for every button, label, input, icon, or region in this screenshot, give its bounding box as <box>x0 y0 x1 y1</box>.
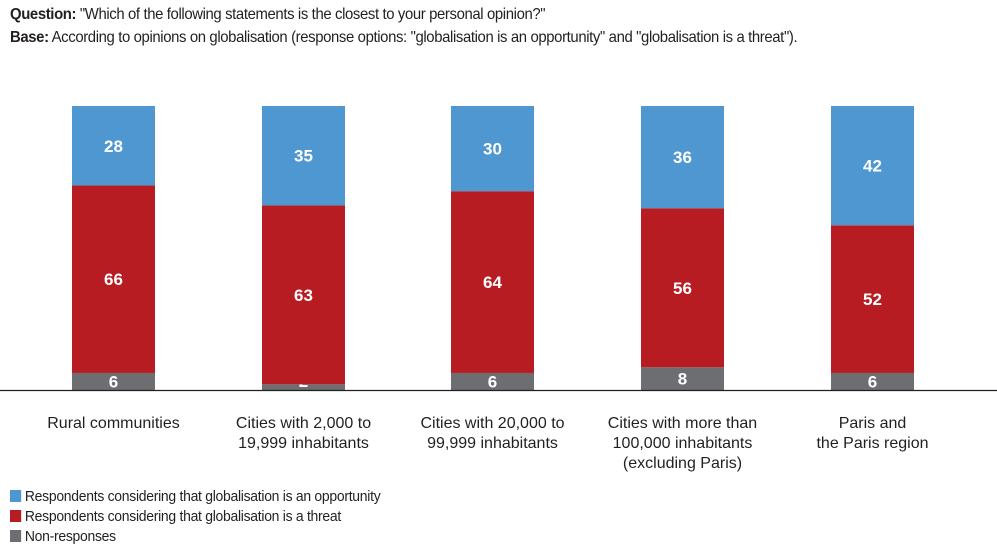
data-label-threat: 66 <box>104 270 123 289</box>
legend-swatch <box>10 490 22 502</box>
base-text: According to opinions on globalisation (… <box>51 29 798 46</box>
legend-swatch <box>10 510 22 522</box>
bar-segment-opportunity <box>72 106 155 186</box>
category-label: 100,000 inhabitants <box>613 435 753 452</box>
data-label-nonresponse: 6 <box>868 372 877 391</box>
category-label: Cities with more than <box>608 415 757 432</box>
legend-item-threat: Respondents considering that globalisati… <box>10 506 380 526</box>
bar-segment-threat <box>451 191 534 373</box>
question-text: "Which of the following statements is th… <box>79 6 546 23</box>
category-label: 19,999 inhabitants <box>238 435 369 452</box>
data-label-nonresponse: 6 <box>488 372 497 391</box>
bar-segment-nonresponse <box>262 384 345 390</box>
category-label: Rural communities <box>47 415 179 432</box>
data-label-opportunity: 36 <box>673 148 692 167</box>
data-label-threat: 52 <box>863 290 882 309</box>
data-label-opportunity: 42 <box>863 157 882 176</box>
base-label: Base: <box>10 29 49 46</box>
legend-label: Respondents considering that globalisati… <box>24 507 341 525</box>
legend-item-opportunity: Respondents considering that globalisati… <box>10 486 381 506</box>
legend-label: Non-responses <box>24 527 116 545</box>
bar-segment-opportunity <box>262 106 345 206</box>
bar-segment-nonresponse <box>72 372 155 390</box>
legend-label: Respondents considering that globalisati… <box>24 487 381 505</box>
bar-segment-nonresponse <box>641 367 724 390</box>
legend: Respondents considering that globalisati… <box>10 486 408 546</box>
bar-segment-threat <box>641 208 724 368</box>
category-label: Cities with 2,000 to <box>236 415 371 432</box>
bar-segment-threat <box>262 205 345 385</box>
category-label: Cities with 20,000 to <box>420 415 564 432</box>
base-line: Base: According to opinions on globalisa… <box>10 29 798 47</box>
category-label: 99,999 inhabitants <box>427 435 558 452</box>
data-label-threat: 64 <box>483 273 502 292</box>
category-label: the Paris region <box>816 435 928 452</box>
data-label-nonresponse: 6 <box>109 372 118 391</box>
data-label-threat: 63 <box>294 286 313 305</box>
bar-segment-opportunity <box>831 106 914 226</box>
bar-segment-nonresponse <box>451 372 534 390</box>
bar-segment-nonresponse <box>831 372 914 390</box>
data-label-nonresponse: 8 <box>678 370 687 389</box>
category-label: Paris and <box>839 415 907 432</box>
bar-segment-threat <box>831 225 914 373</box>
data-label-opportunity: 28 <box>104 137 123 156</box>
data-label-opportunity: 30 <box>483 140 502 159</box>
category-label: (excluding Paris) <box>623 455 742 472</box>
data-label-opportunity: 35 <box>294 147 313 166</box>
question-line: Question: "Which of the following statem… <box>10 6 546 24</box>
bar-segment-opportunity <box>641 106 724 209</box>
question-label: Question: <box>10 6 77 23</box>
bar-segment-opportunity <box>451 106 534 192</box>
legend-item-nonresponse: Non-responses <box>10 526 380 546</box>
legend-swatch <box>10 530 22 542</box>
data-label-threat: 56 <box>673 279 692 298</box>
bar-segment-threat <box>72 185 155 373</box>
